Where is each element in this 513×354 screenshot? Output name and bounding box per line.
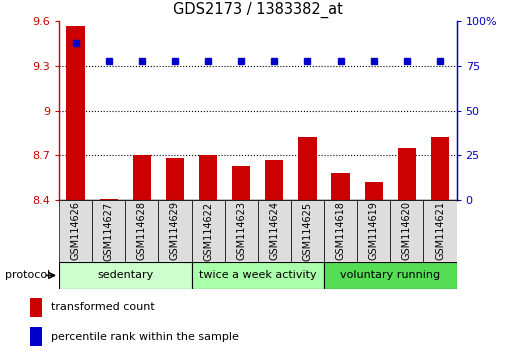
Text: protocol: protocol xyxy=(5,270,50,280)
Bar xyxy=(398,148,416,200)
Text: sedentary: sedentary xyxy=(97,270,153,280)
Text: GSM114623: GSM114623 xyxy=(236,201,246,261)
Text: GSM114625: GSM114625 xyxy=(303,201,312,261)
Text: voluntary running: voluntary running xyxy=(340,270,440,280)
Bar xyxy=(265,160,284,200)
Bar xyxy=(59,200,92,262)
Text: GSM114619: GSM114619 xyxy=(369,201,379,261)
Text: GSM114624: GSM114624 xyxy=(269,201,280,261)
Bar xyxy=(291,200,324,262)
Bar xyxy=(225,200,258,262)
Bar xyxy=(324,262,457,289)
Text: twice a week activity: twice a week activity xyxy=(199,270,317,280)
Title: GDS2173 / 1383382_at: GDS2173 / 1383382_at xyxy=(173,2,343,18)
Bar xyxy=(159,200,191,262)
Bar xyxy=(191,262,324,289)
Bar xyxy=(166,158,184,200)
Bar xyxy=(258,200,291,262)
Bar xyxy=(232,166,250,200)
Bar xyxy=(30,298,42,317)
Bar xyxy=(100,199,118,200)
Text: GSM114626: GSM114626 xyxy=(71,201,81,261)
Bar xyxy=(133,155,151,200)
Bar xyxy=(199,155,217,200)
Bar xyxy=(299,137,317,200)
Bar xyxy=(423,200,457,262)
Text: GSM114618: GSM114618 xyxy=(336,201,346,261)
Text: GSM114622: GSM114622 xyxy=(203,201,213,261)
Text: GSM114621: GSM114621 xyxy=(435,201,445,261)
Bar xyxy=(331,173,350,200)
Text: GSM114628: GSM114628 xyxy=(137,201,147,261)
Bar xyxy=(431,137,449,200)
Bar xyxy=(365,182,383,200)
Bar xyxy=(324,200,357,262)
Bar xyxy=(30,327,42,346)
Bar xyxy=(125,200,159,262)
Bar xyxy=(67,26,85,200)
Text: percentile rank within the sample: percentile rank within the sample xyxy=(51,332,239,342)
Text: GSM114627: GSM114627 xyxy=(104,201,114,261)
Bar xyxy=(92,200,125,262)
Bar xyxy=(390,200,423,262)
Text: GSM114629: GSM114629 xyxy=(170,201,180,261)
Bar xyxy=(357,200,390,262)
Text: transformed count: transformed count xyxy=(51,302,155,313)
Bar xyxy=(59,262,191,289)
Bar xyxy=(191,200,225,262)
Text: GSM114620: GSM114620 xyxy=(402,201,412,261)
